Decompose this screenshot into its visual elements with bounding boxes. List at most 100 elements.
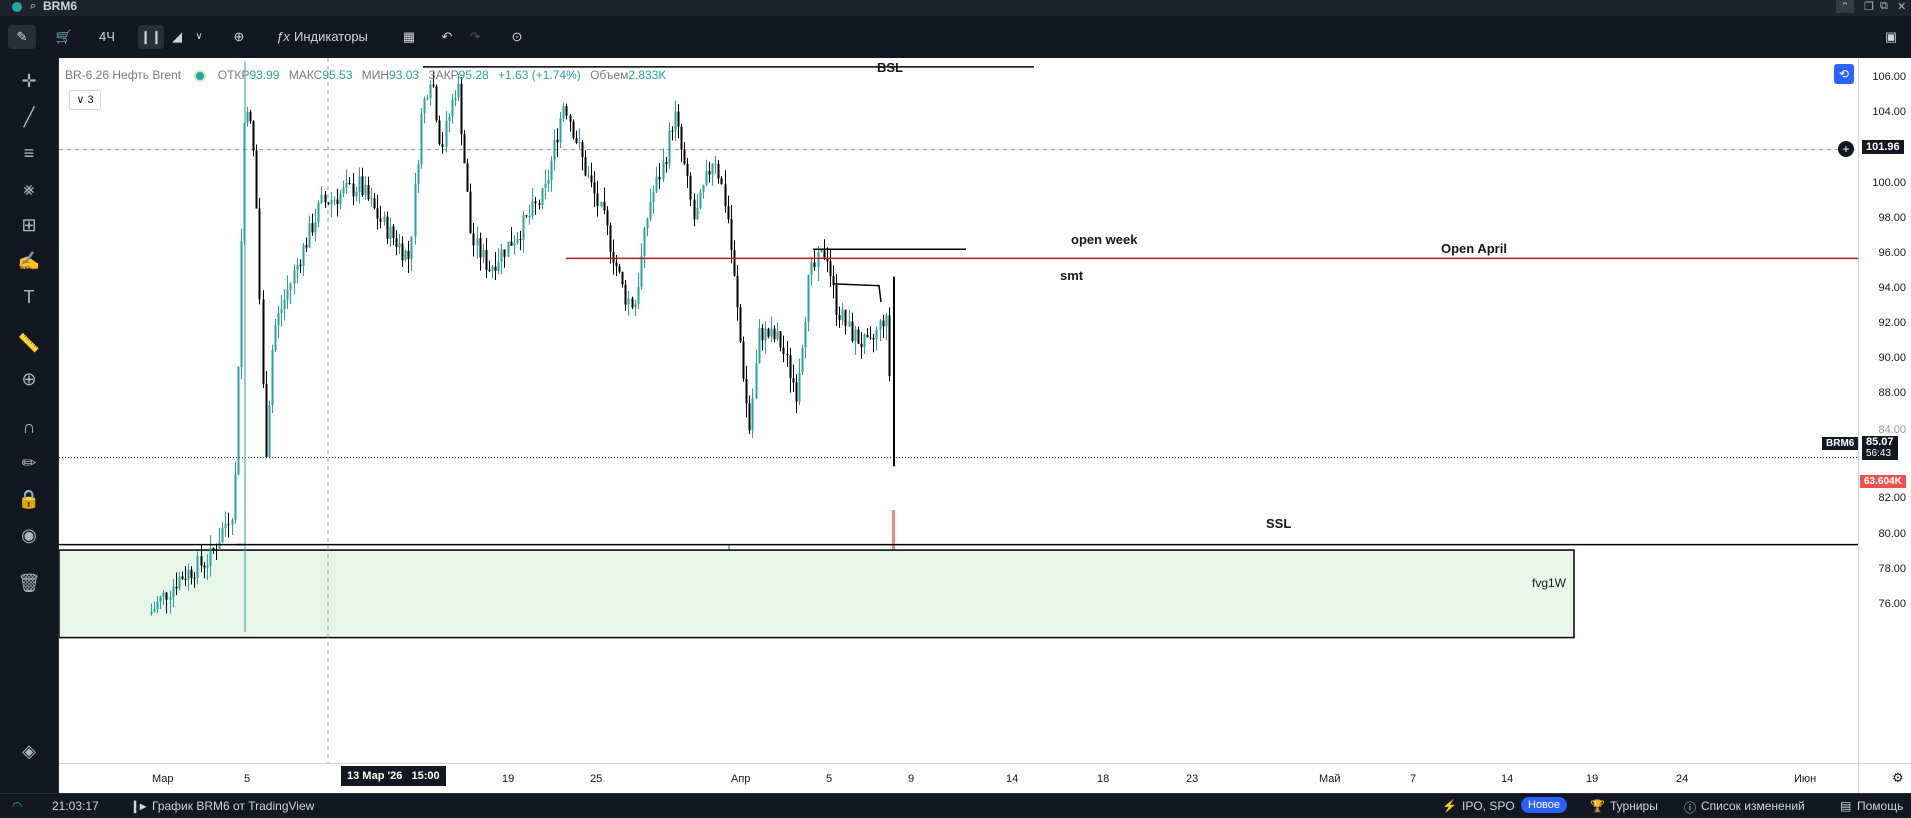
- trend-line-icon[interactable]: ╱: [23, 107, 35, 127]
- eye-icon[interactable]: ◉: [21, 525, 37, 545]
- candle-body: [324, 194, 327, 203]
- layouts-icon[interactable]: ▦: [402, 29, 416, 44]
- legend-collapse-button[interactable]: ∨ 3: [69, 90, 101, 110]
- magnet-icon[interactable]: ∩: [22, 417, 36, 437]
- interval-button[interactable]: 4Ч: [99, 29, 115, 44]
- candle-body: [637, 286, 640, 304]
- chart-toolbar: ✎ 🛒 4Ч ❙❙ ◢ ∨ ⊕ ƒx Индикаторы ▦ ↶ ↷ ⊙ ▣: [0, 16, 1911, 59]
- volume-label: Объем: [590, 68, 629, 82]
- time-tick: 14: [1006, 773, 1019, 785]
- object-tree-icon[interactable]: ◈: [22, 741, 36, 761]
- candle-body: [587, 175, 590, 177]
- pattern-icon[interactable]: ⨳: [23, 179, 35, 199]
- chart-canvas[interactable]: BR-6.26 Нефть Brent ОТКР93.99 МАКС95.53 …: [59, 58, 1858, 763]
- close-window-icon[interactable]: ✕: [1897, 1, 1907, 13]
- help-link[interactable]: Помощь: [1857, 799, 1904, 813]
- candle-body: [835, 285, 838, 316]
- candle-body: [702, 185, 705, 192]
- time-axis[interactable]: Мар 5 19 25 Апр 5 9 14 18 23 Май 7 14 19…: [59, 763, 1911, 794]
- candle-body: [671, 130, 674, 132]
- indicators-button[interactable]: Индикаторы: [294, 29, 368, 44]
- price-tick: 84.00: [1878, 424, 1906, 436]
- candle-body: [820, 250, 823, 253]
- restore-window-icon[interactable]: ❐: [1864, 1, 1874, 13]
- lock-icon[interactable]: 🔒: [17, 489, 41, 509]
- redo-icon[interactable]: ↷: [469, 29, 481, 44]
- candle-body: [184, 578, 187, 580]
- candle-body: [339, 193, 342, 205]
- tournaments-link[interactable]: Турниры: [1610, 799, 1658, 813]
- candle-body: [407, 250, 410, 259]
- snapshot-camera-icon[interactable]: ▣: [1884, 29, 1898, 44]
- candle-body: [476, 238, 479, 246]
- brush-icon[interactable]: ✍: [17, 251, 41, 271]
- candle-body: [683, 149, 686, 164]
- drawing-mode-icon[interactable]: ✎: [8, 25, 36, 49]
- price-chart-svg[interactable]: [59, 58, 1858, 763]
- add-alert-icon[interactable]: +: [1838, 141, 1854, 157]
- changelog-link[interactable]: Список изменений: [1701, 799, 1805, 813]
- tradingview-logo-icon: ❙▸: [130, 799, 147, 813]
- candle-body: [224, 524, 227, 529]
- chart-pane[interactable]: BR-6.26 Нефть Brent ОТКР93.99 МАКС95.53 …: [59, 58, 1911, 794]
- candle-body: [624, 284, 627, 305]
- chart-source-link[interactable]: График BRM6 от TradingView: [152, 799, 315, 813]
- ruler-icon[interactable]: 📏: [17, 333, 41, 353]
- trash-icon[interactable]: 🗑: [17, 573, 41, 593]
- text-tool-icon[interactable]: T: [23, 287, 35, 307]
- candle-body: [240, 240, 243, 367]
- time-tick: 19: [502, 773, 515, 785]
- forecast-icon[interactable]: ⊞: [21, 215, 37, 235]
- ipo-link[interactable]: IPO, SPO: [1462, 799, 1515, 813]
- candle-body: [696, 207, 699, 220]
- indicators-icon[interactable]: ƒx: [276, 29, 290, 44]
- candle-body: [829, 261, 832, 277]
- zoom-in-icon[interactable]: ⊕: [21, 369, 37, 389]
- add-compare-icon[interactable]: ⊕: [233, 29, 245, 44]
- candle-body: [531, 201, 534, 216]
- crosshair-icon[interactable]: ✛: [21, 71, 37, 91]
- smt-line: [833, 283, 882, 303]
- candle-body: [296, 264, 299, 271]
- price-axis[interactable]: 106.00 104.00 100.00 98.00 96.00 94.00 9…: [1858, 58, 1911, 763]
- area-chart-type-icon[interactable]: ◢: [172, 29, 182, 44]
- candle-body: [423, 98, 426, 114]
- replay-icon[interactable]: ⊙: [511, 29, 523, 44]
- chevron-down-icon[interactable]: ∨: [195, 31, 203, 42]
- candle-body: [550, 160, 553, 180]
- candle-body: [782, 347, 785, 355]
- popout-window-icon[interactable]: ⧉: [1880, 0, 1888, 12]
- candle-body: [693, 199, 696, 220]
- candle-body: [844, 309, 847, 327]
- candle-body: [872, 337, 875, 340]
- candle-body: [305, 245, 308, 248]
- candle-body: [212, 547, 215, 550]
- auto-scale-icon[interactable]: ⟲: [1834, 64, 1854, 84]
- cart-icon[interactable]: 🛒: [55, 29, 73, 44]
- candle-body: [866, 334, 869, 338]
- candle-body: [655, 176, 658, 192]
- candles-chart-type-icon[interactable]: ❙❙: [138, 25, 164, 49]
- candle-body: [779, 331, 782, 348]
- candle-body: [813, 262, 816, 268]
- fib-retracement-icon[interactable]: ≡: [23, 143, 35, 163]
- candle-body: [817, 252, 820, 268]
- search-icon[interactable]: ⌕: [30, 0, 37, 12]
- candle-body: [376, 208, 379, 219]
- candle-body: [575, 138, 578, 143]
- candle-body: [361, 176, 364, 195]
- lock-drawing-icon[interactable]: ✏: [21, 453, 37, 473]
- candle-body: [500, 249, 503, 262]
- candle-body: [621, 271, 624, 285]
- candle-body: [689, 175, 692, 200]
- candle-body: [311, 223, 314, 233]
- candle-body: [854, 329, 857, 342]
- time-tick: 7: [1410, 773, 1417, 785]
- settings-gear-icon[interactable]: ⚙: [1892, 770, 1904, 785]
- candle-body: [720, 178, 723, 185]
- symbol-search-input[interactable]: BRM6: [43, 0, 78, 13]
- undo-icon[interactable]: ↶: [441, 29, 453, 44]
- volume-value: 2.833K: [628, 68, 667, 82]
- collapse-window-icon[interactable]: ⌃: [1836, 0, 1854, 13]
- symbol-name[interactable]: BR-6.26 Нефть Brent: [65, 68, 182, 82]
